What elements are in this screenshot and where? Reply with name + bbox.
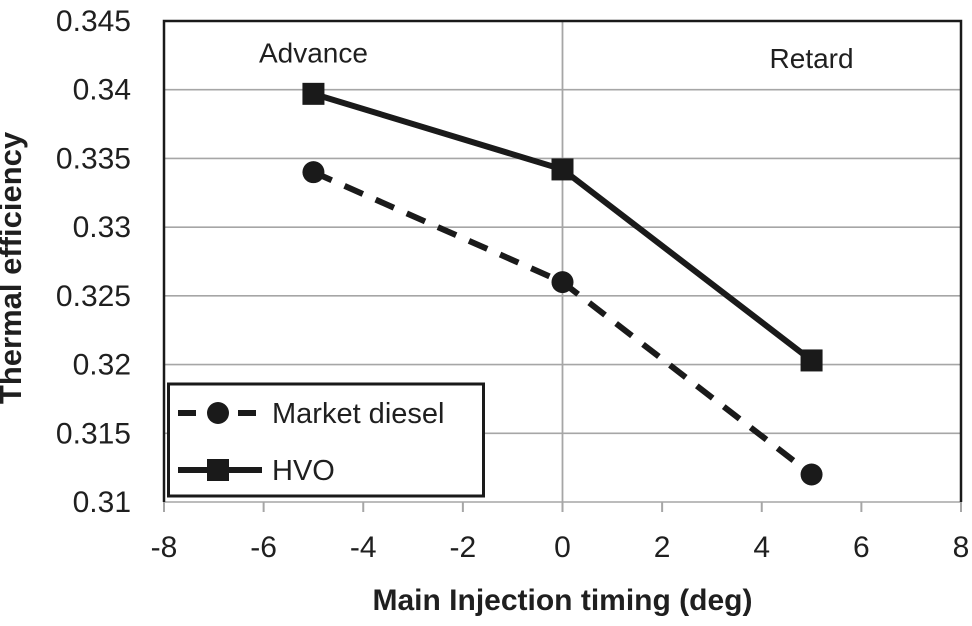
series-marker-hvo: [302, 82, 325, 105]
y-tick-label: 0.325: [56, 280, 131, 313]
legend-label-hvo: HVO: [272, 455, 335, 487]
y-tick-label: 0.345: [56, 5, 131, 38]
plot-border: [162, 19, 963, 502]
x-axis-title: Main Injection timing (deg): [373, 584, 753, 617]
y-tick-label: 0.315: [56, 417, 131, 450]
x-tick-label: -6: [250, 531, 277, 564]
y-tick-label: 0.34: [73, 74, 131, 107]
x-tick-label: 2: [654, 531, 671, 564]
x-tick-label: -4: [350, 531, 377, 564]
legend-label-market-diesel: Market diesel: [272, 398, 444, 430]
legend-square-marker-icon: [207, 459, 229, 481]
series-marker-hvo: [800, 349, 823, 372]
x-tick-label: -8: [151, 531, 178, 564]
y-tick-label: 0.33: [73, 211, 131, 244]
y-tick-label: 0.31: [73, 486, 131, 519]
annotation-retard: Retard: [770, 43, 854, 74]
series-marker-market-diesel: [302, 161, 325, 184]
y-tick-label: 0.32: [73, 349, 131, 382]
series-marker-market-diesel: [551, 271, 574, 294]
series-marker-hvo: [551, 158, 574, 181]
legend-circle-marker-icon: [207, 402, 229, 424]
series-marker-market-diesel: [800, 463, 823, 486]
x-tick-label: 4: [753, 531, 770, 564]
x-tick-label: 8: [953, 531, 970, 564]
x-tick-label: -2: [450, 531, 477, 564]
y-axis-title: Thermal efficiency: [0, 131, 28, 404]
y-tick-label: 0.335: [56, 142, 131, 175]
x-tick-label: 0: [554, 531, 571, 564]
annotation-advance: Advance: [259, 38, 368, 69]
x-tick-label: 6: [853, 531, 870, 564]
